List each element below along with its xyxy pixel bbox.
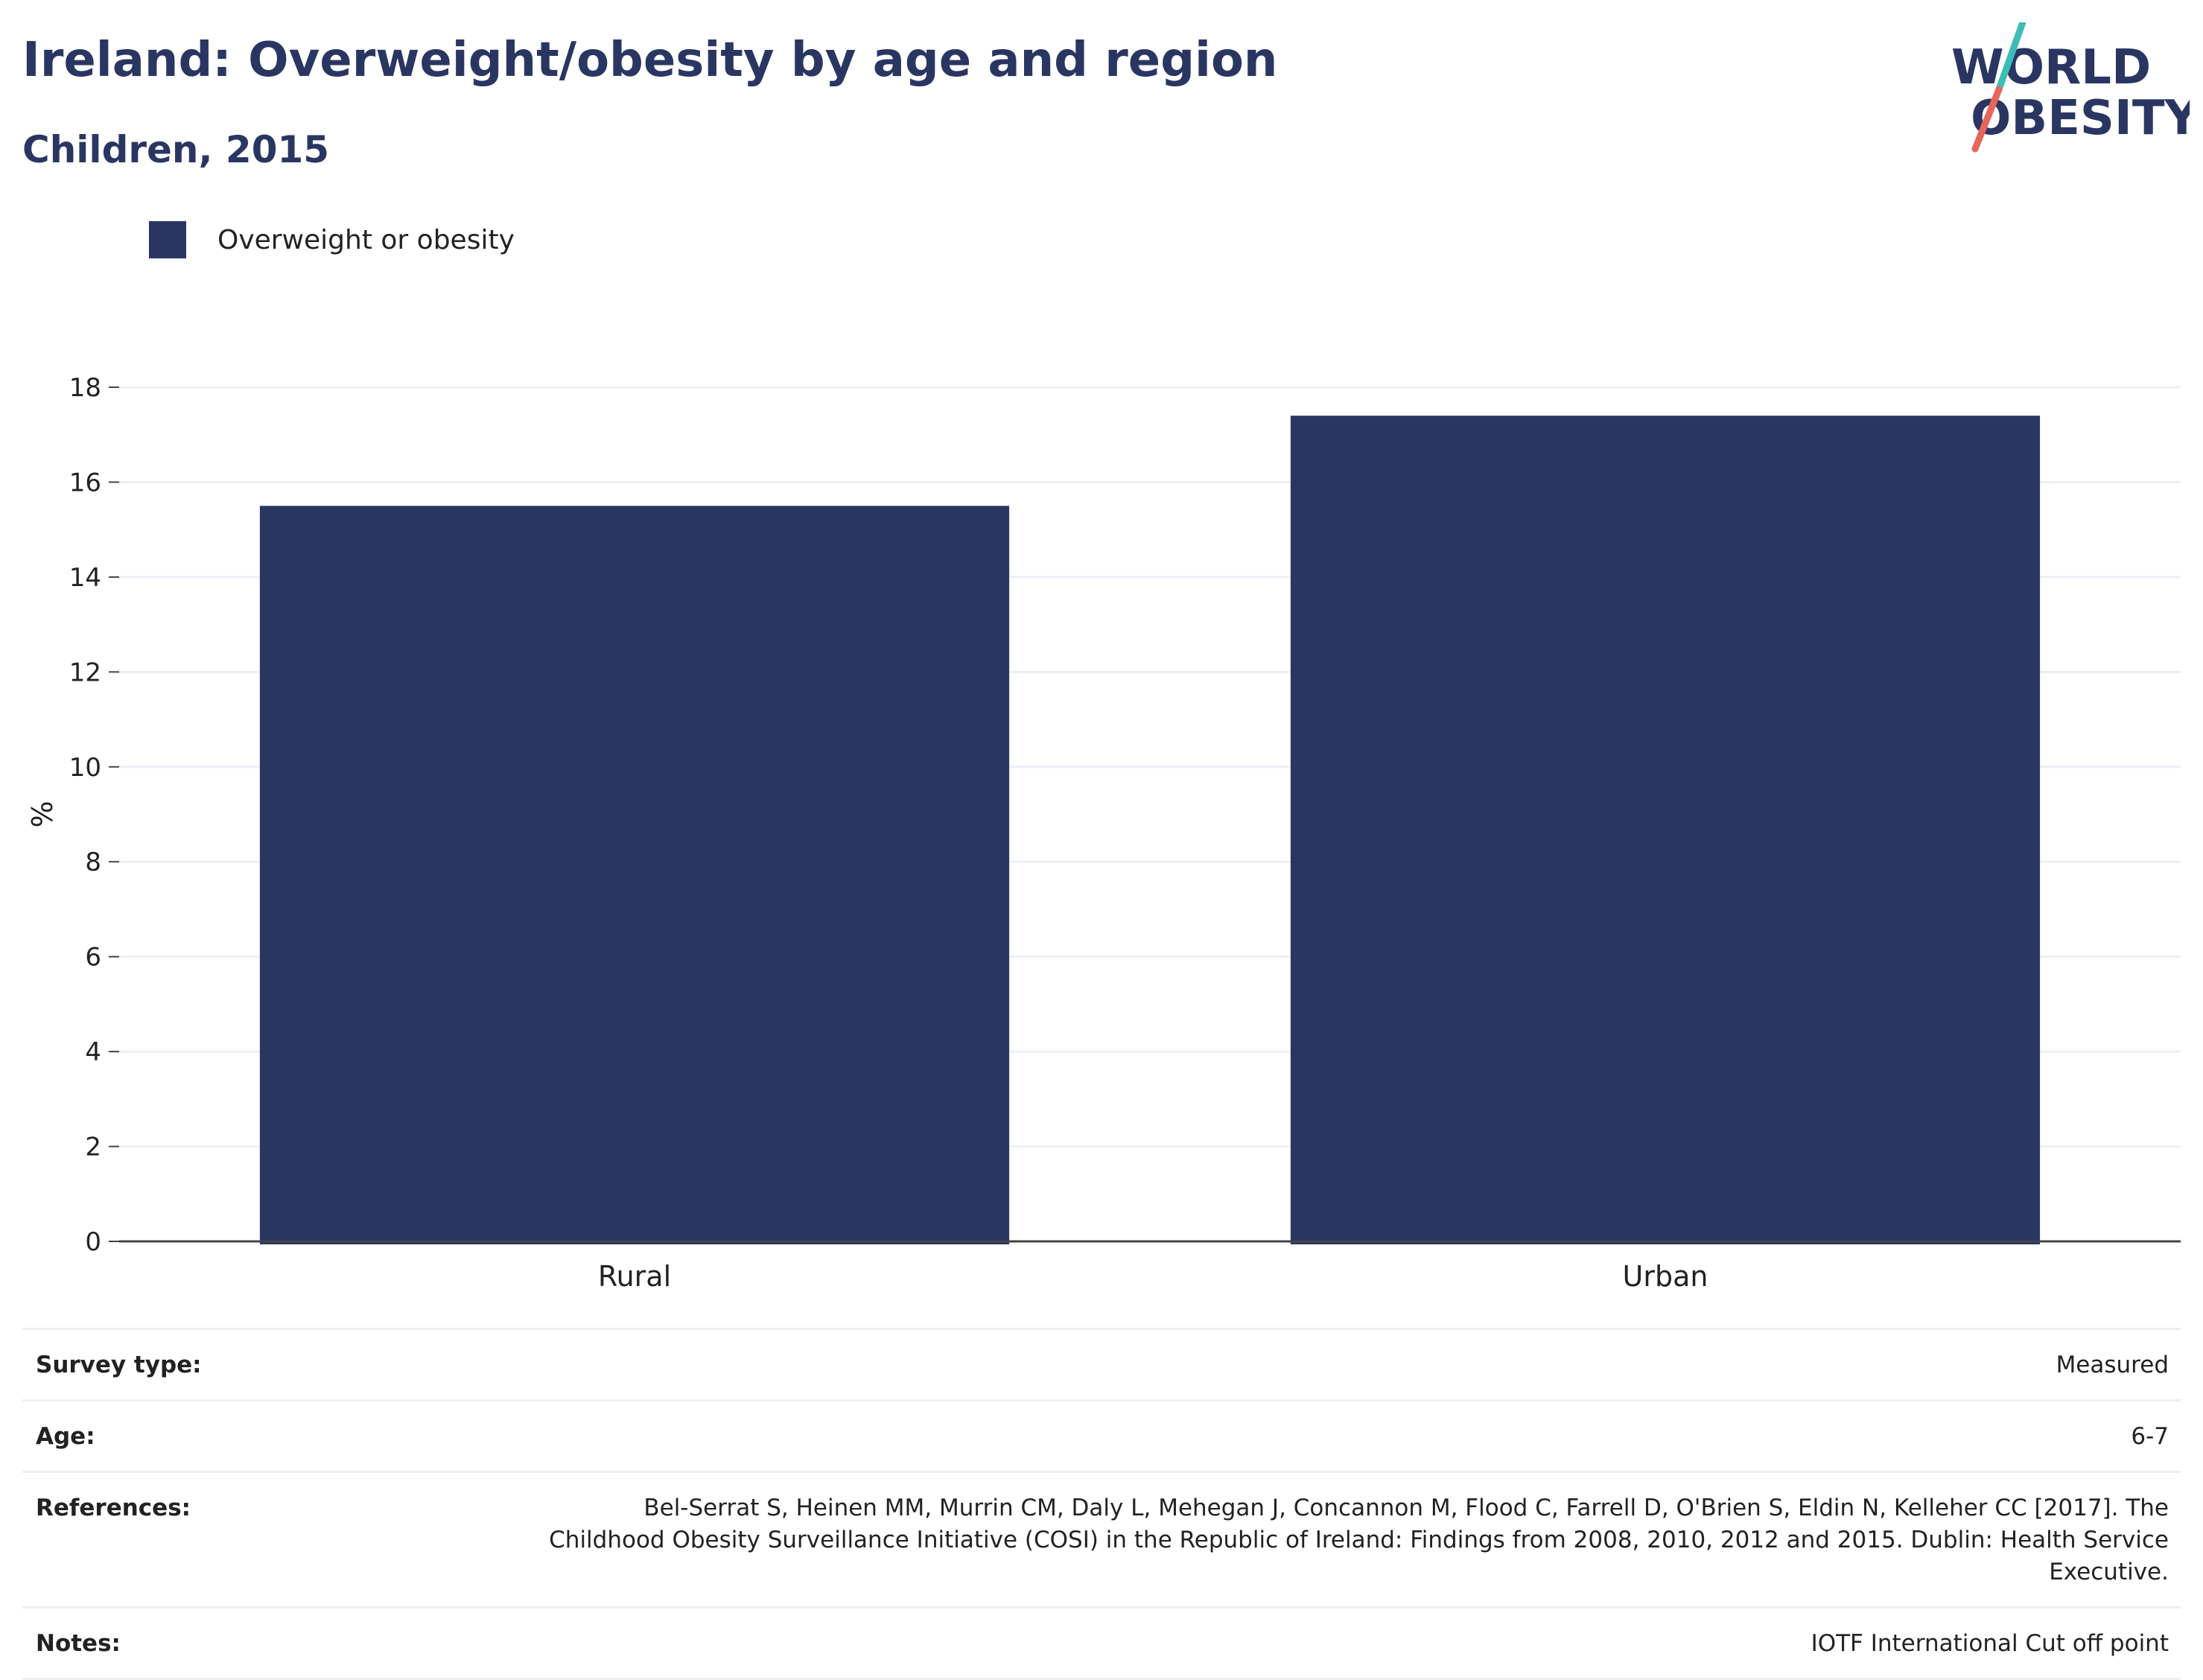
y-tick-label: 0 — [85, 1227, 101, 1257]
details-label: Notes: — [36, 1630, 121, 1657]
details-value: 6-7 — [2131, 1423, 2169, 1450]
bar-urban — [1290, 416, 2041, 1244]
legend-label: Overweight or obesity — [217, 224, 515, 255]
chart-title: Ireland: Overweight/obesity by age and r… — [22, 33, 1278, 88]
bar-rural — [259, 506, 1010, 1244]
x-tick-label: Urban — [1623, 1260, 1708, 1293]
world-obesity-logo: WORLD OBESITY — [1951, 22, 2190, 153]
y-tick-label: 14 — [69, 563, 101, 593]
logo-slash-top — [1995, 22, 2026, 93]
logo-slash-bottom — [1971, 86, 2003, 153]
y-tick-label: 4 — [85, 1037, 101, 1067]
y-tick-label: 6 — [85, 943, 101, 973]
y-axis-title: % — [26, 801, 59, 827]
chart-legend: Overweight or obesity — [149, 220, 515, 259]
details-label: Age: — [36, 1423, 95, 1450]
details-value: Measured — [2056, 1352, 2169, 1378]
chart-subtitle: Children, 2015 — [22, 128, 330, 171]
details-row-age: Age: 6-7 — [22, 1399, 2181, 1471]
y-tick-label: 2 — [85, 1133, 101, 1162]
details-label: Survey type: — [36, 1352, 202, 1378]
legend-swatch — [149, 221, 186, 258]
details-row-notes: Notes: IOTF International Cut off point — [22, 1606, 2181, 1680]
y-tick-label: 8 — [85, 847, 101, 877]
bar-chart: 0 2 4 6 8 10 12 14 16 18% Rural Urban — [26, 373, 2181, 1293]
details-value: Bel-Serrat S, Heinen MM, Murrin CM, Daly… — [549, 1495, 2169, 1585]
details-row-references: References: Bel-Serrat S, Heinen MM, Mur… — [22, 1471, 2181, 1606]
details-value: IOTF International Cut off point — [1811, 1630, 2169, 1657]
details-label: References: — [36, 1495, 191, 1521]
y-tick-label: 18 — [69, 373, 101, 403]
details-row-survey-type: Survey type: Measured — [22, 1328, 2181, 1399]
y-tick-label: 16 — [69, 468, 101, 497]
y-tick-label: 12 — [69, 658, 101, 687]
y-tick-label: 10 — [69, 753, 101, 783]
logo-line-1: WORLD — [1951, 40, 2151, 95]
x-tick-label: Rural — [598, 1260, 671, 1293]
details-table: Survey type: Measured Age: 6-7 Reference… — [22, 1328, 2181, 1680]
logo-line-2: OBESITY — [1971, 91, 2190, 146]
